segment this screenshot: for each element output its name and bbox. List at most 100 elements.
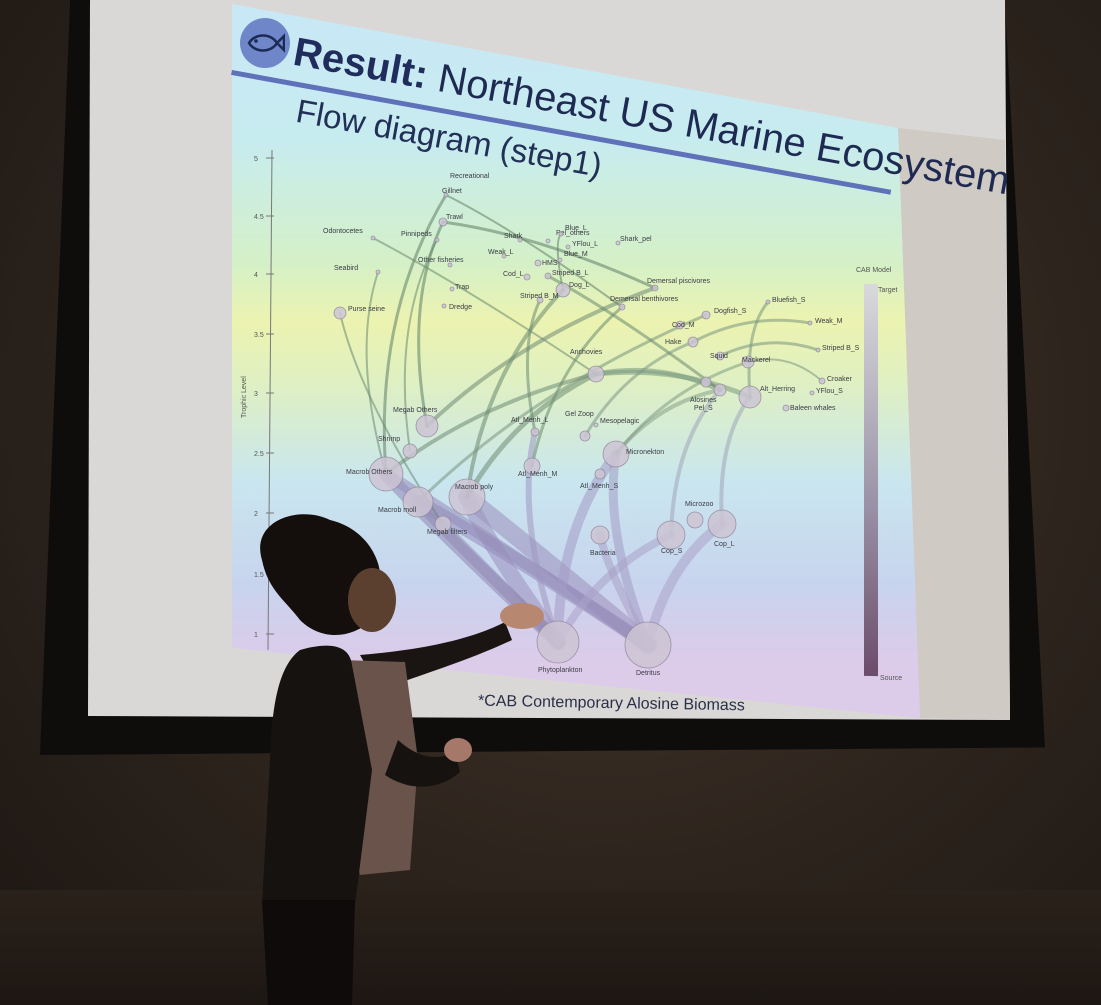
node-label: Shrimp (378, 436, 400, 443)
flow-link (530, 305, 624, 468)
node-label: Detritus (636, 670, 661, 677)
node-label: Pel_S (694, 405, 713, 412)
node-circle (534, 259, 542, 267)
node-circle (602, 440, 630, 468)
flow-link (382, 193, 448, 476)
node-label: Shark (504, 233, 523, 240)
node-label: Weak_L (488, 249, 514, 256)
node-label: Odontocetes (323, 228, 363, 235)
flow-link (372, 237, 597, 375)
node-circle (536, 296, 544, 304)
node-circle (593, 422, 599, 428)
node-label: Bacteria (590, 550, 616, 557)
node-label: Blue_M (564, 251, 588, 258)
node-label: Macrob Others (346, 469, 393, 476)
node-label: Gillnet (442, 188, 462, 195)
node-circle (615, 240, 621, 246)
node-label: Macrob moll (378, 507, 417, 514)
node-label: Pinnipeds (401, 231, 432, 238)
node-label: Purse seine (348, 306, 385, 313)
flow-link (669, 388, 722, 537)
node-circle (443, 192, 449, 198)
node-circle (782, 404, 790, 412)
y-tick-label: 3 (254, 391, 258, 398)
node-label: Bluefish_S (772, 297, 806, 304)
node-circle (447, 262, 453, 268)
node-label: Mackerel (742, 357, 771, 364)
node-circle (765, 299, 771, 305)
node-label: Alosines (690, 397, 717, 404)
node-circle (536, 620, 580, 664)
node-circle (557, 257, 563, 263)
node-label: Phytoplankton (538, 667, 582, 674)
node-circle (448, 478, 486, 516)
node-circle (713, 383, 727, 397)
legend-title: CAB Model (856, 267, 892, 274)
node-circle (402, 486, 434, 518)
flow-link (747, 300, 770, 399)
y-tick-label: 5 (254, 156, 258, 163)
node-label: Blue_L (565, 225, 587, 232)
node-label: Micronekton (626, 449, 664, 456)
flow-link (593, 369, 753, 400)
flow-link (719, 395, 752, 526)
flow-link (464, 371, 599, 500)
node-circle (701, 310, 711, 320)
node-circle (555, 282, 571, 298)
node-label: Gel Zoop (565, 411, 594, 418)
presenter-left-hand (444, 738, 472, 762)
node-label: Recreational (450, 173, 490, 180)
node-circle (618, 303, 626, 311)
node-circle (579, 430, 591, 442)
flow-link (747, 358, 823, 382)
flow-link (525, 429, 561, 645)
food-web-nodes: Recreational Gillnet Trawl Odontocetes Pinni… (323, 173, 860, 677)
node-circle (517, 237, 523, 243)
node-circle (624, 621, 672, 669)
node-label: Striped B_L (552, 270, 589, 277)
flow-link (465, 288, 565, 499)
node-label: Megab Others (393, 407, 438, 414)
node-label: Dog_L (569, 282, 590, 289)
flow-link (583, 340, 695, 438)
node-label: Megab filters (427, 529, 468, 536)
node-label: Hake (665, 339, 681, 346)
y-tick-label: 2.5 (254, 451, 264, 458)
presenter-cardigan (262, 645, 372, 905)
node-label: Pel_others (556, 230, 590, 237)
y-tick-label: 2 (254, 511, 258, 518)
node-label: YFlou_S (816, 388, 843, 395)
node-label: Atl_Menh_S (580, 483, 618, 490)
node-label: Cod_L (503, 271, 524, 278)
fish-icon (240, 18, 290, 68)
node-circle (523, 273, 531, 281)
node-circle (686, 511, 704, 529)
node-label: Atl_Menh_L (511, 417, 548, 424)
node-circle (523, 457, 541, 475)
node-circle (565, 244, 571, 250)
flow-link (425, 286, 657, 428)
node-label: Trawl (446, 214, 463, 221)
node-label: Alt_Herring (760, 386, 795, 393)
y-tick-label: 3.5 (254, 332, 264, 339)
node-circle (370, 235, 376, 241)
y-tick-label: 4 (254, 272, 258, 279)
presenter-legs (262, 900, 355, 1005)
node-circle (438, 217, 448, 227)
node-circle (501, 253, 507, 259)
node-circle (544, 272, 552, 280)
node-circle (375, 269, 381, 275)
flow-link (403, 239, 438, 452)
node-circle (434, 237, 440, 243)
flow-link (365, 271, 387, 475)
node-circle (558, 231, 564, 237)
node-label: Croaker (827, 376, 853, 383)
node-label: Microzoo (685, 501, 714, 508)
node-label: Anchovies (570, 349, 603, 356)
node-label: Dredge (449, 304, 472, 311)
node-label: Cod_M (672, 322, 695, 329)
node-label: HMS (542, 260, 558, 267)
node-circle (815, 347, 821, 353)
